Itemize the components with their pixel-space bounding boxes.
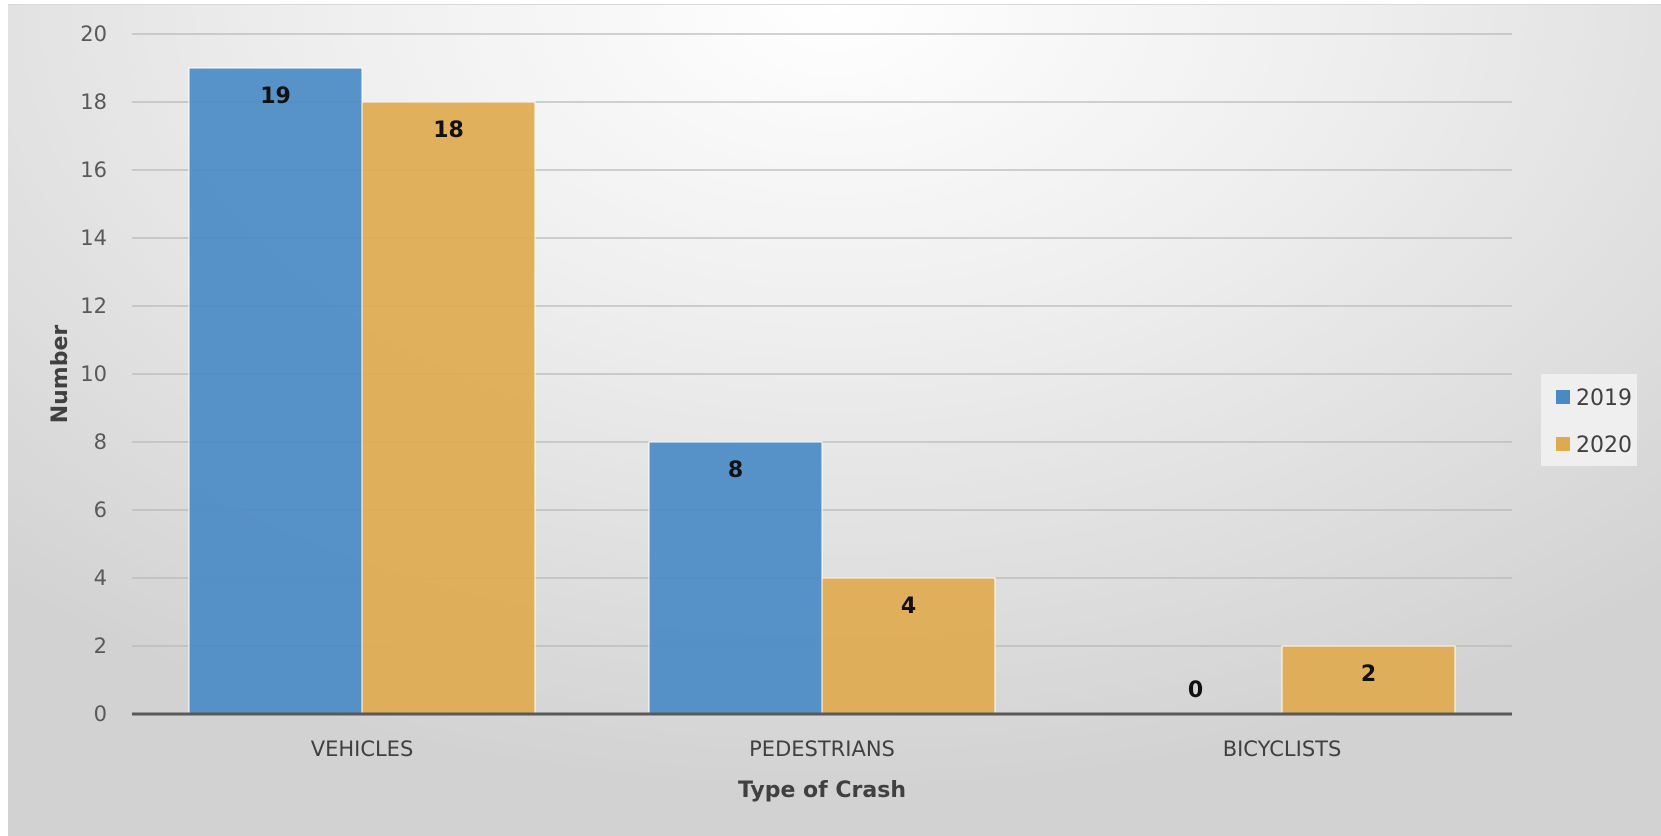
data-labels: 19 18 8 4 0 2 — [260, 84, 1376, 703]
y-tick-label: 12 — [80, 294, 107, 318]
legend: 2019 2020 — [1541, 374, 1637, 466]
legend-swatch — [1556, 390, 1570, 404]
y-tick-label: 4 — [94, 566, 107, 590]
y-tick-label: 0 — [94, 702, 107, 726]
y-tick-label: 8 — [94, 430, 107, 454]
legend-swatch — [1556, 437, 1570, 451]
data-label: 8 — [728, 458, 743, 483]
y-tick-label: 20 — [80, 22, 107, 46]
bars — [188, 67, 1456, 715]
data-label: 4 — [901, 594, 916, 619]
data-label: 18 — [433, 118, 464, 143]
data-label: 19 — [260, 84, 291, 109]
legend-label: 2019 — [1576, 386, 1632, 411]
y-axis-ticks: 0 2 4 6 8 10 12 14 16 18 20 — [80, 22, 107, 726]
data-label: 0 — [1188, 678, 1203, 703]
bar-2020-vehicles — [361, 101, 536, 715]
data-label: 2 — [1361, 662, 1376, 687]
x-axis-title: Type of Crash — [738, 778, 906, 803]
y-tick-label: 14 — [80, 226, 107, 250]
x-tick-label: PEDESTRIANS — [749, 737, 895, 761]
y-tick-label: 18 — [80, 90, 107, 114]
y-tick-label: 10 — [80, 362, 107, 386]
x-axis-ticks: VEHICLES PEDESTRIANS BICYCLISTS — [311, 737, 1342, 761]
y-tick-label: 2 — [94, 634, 107, 658]
x-tick-label: BICYCLISTS — [1223, 737, 1342, 761]
bar-2019-pedestrians — [648, 441, 823, 715]
x-tick-label: VEHICLES — [311, 737, 414, 761]
legend-label: 2020 — [1576, 433, 1632, 458]
y-axis-title: Number — [48, 325, 73, 424]
bar-2019-vehicles — [188, 67, 363, 715]
y-tick-label: 6 — [94, 498, 107, 522]
y-tick-label: 16 — [80, 158, 107, 182]
